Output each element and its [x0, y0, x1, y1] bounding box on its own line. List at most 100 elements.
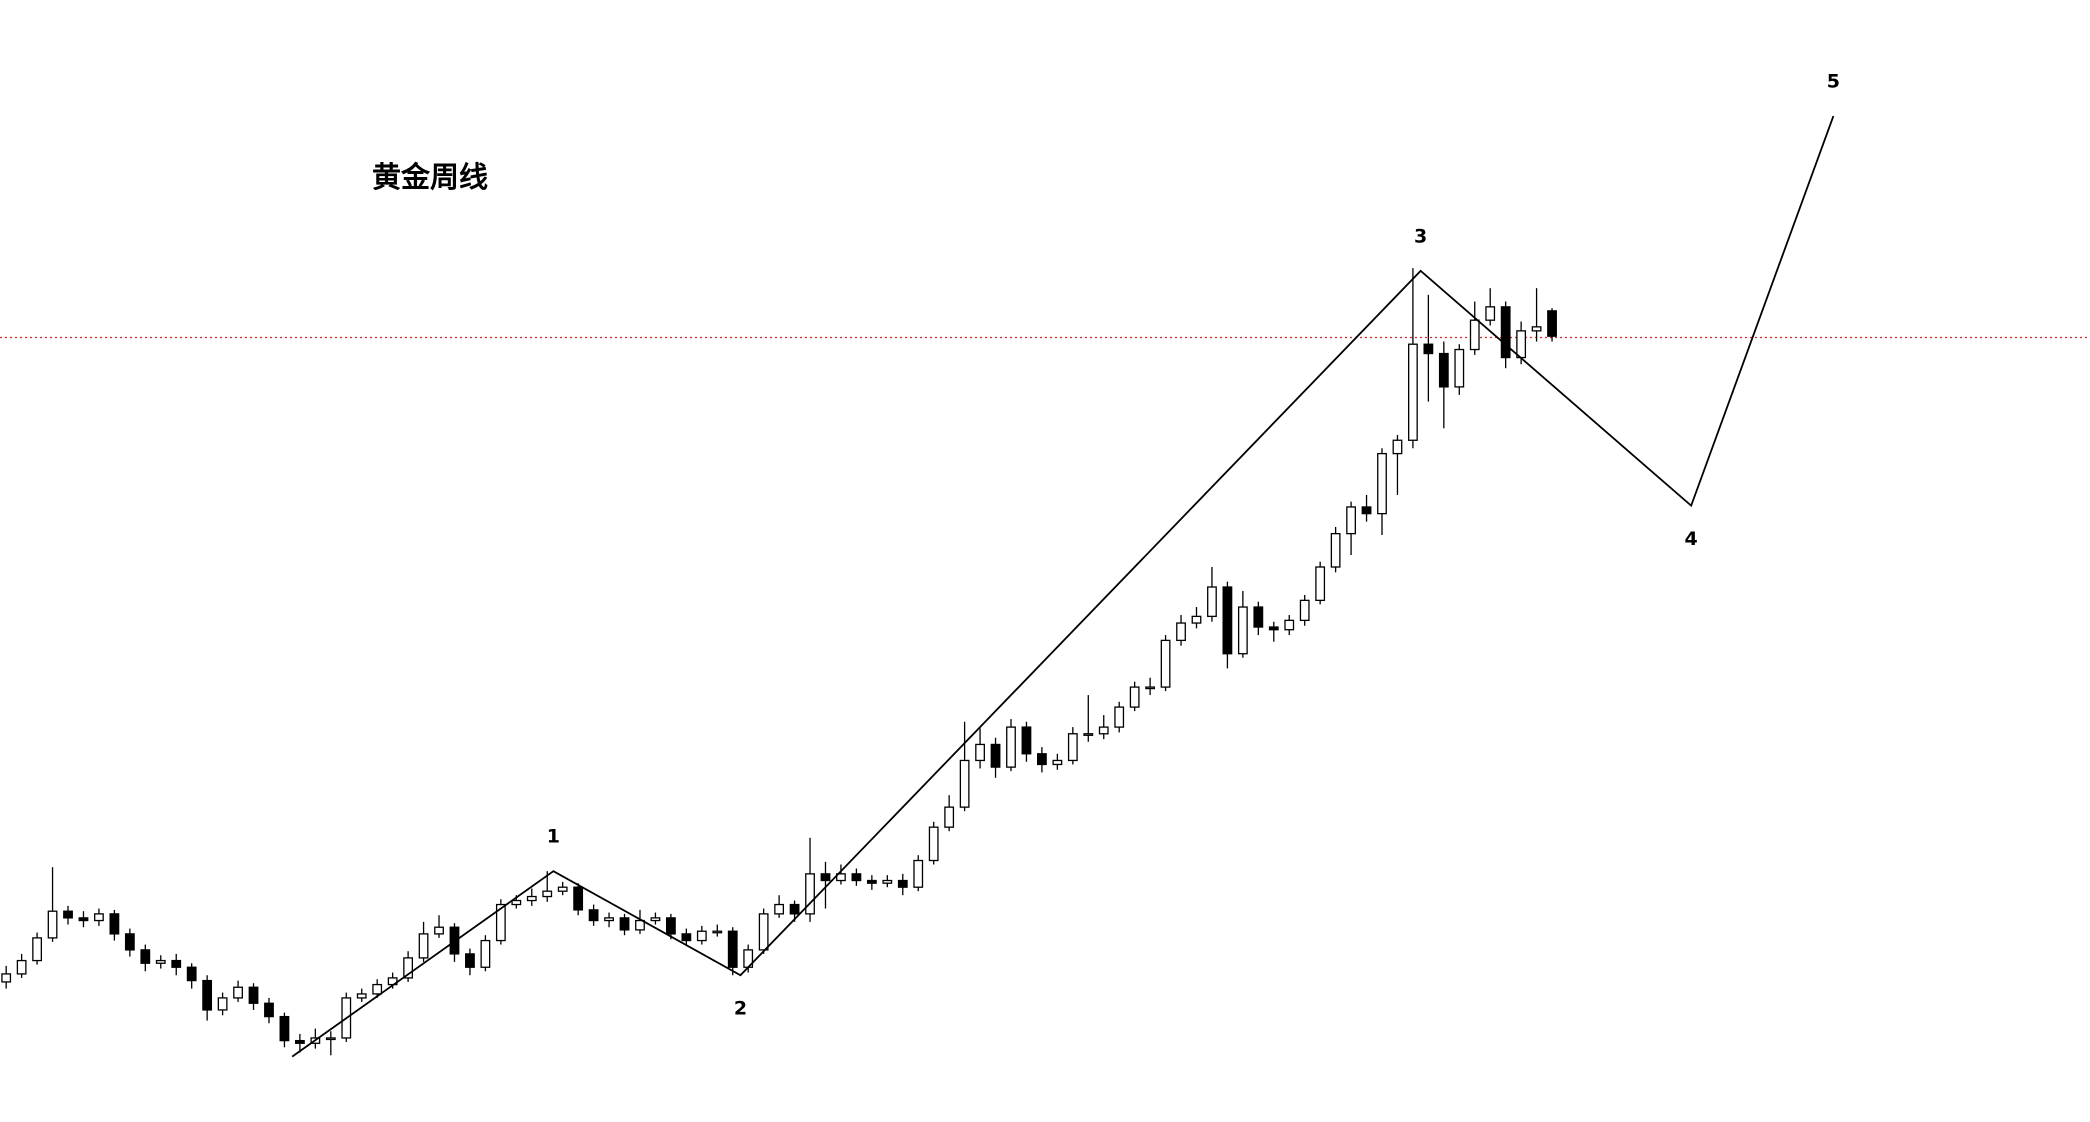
- candle-body: [1, 973, 12, 983]
- candle-body: [774, 903, 785, 915]
- candle-body: [758, 913, 769, 951]
- candle-body: [1284, 619, 1295, 631]
- candle-body: [959, 759, 970, 808]
- candle-body: [1330, 533, 1341, 568]
- candle-body: [1253, 606, 1264, 628]
- candle-body: [1021, 726, 1032, 755]
- candle-body: [1129, 686, 1140, 708]
- candle-body: [1176, 622, 1186, 642]
- candle-body: [1299, 599, 1310, 622]
- candle-body: [836, 873, 846, 882]
- candle-body: [1067, 733, 1078, 762]
- candle-body: [403, 957, 414, 979]
- candle-body: [1237, 606, 1248, 655]
- candle-body: [604, 917, 614, 922]
- candle-body: [1006, 726, 1016, 768]
- wave-label: 5: [1827, 71, 1840, 93]
- candle-body: [866, 879, 877, 884]
- candle-body: [712, 930, 723, 934]
- wave-label: 2: [734, 998, 747, 1020]
- candle-body: [1222, 586, 1233, 655]
- chart-title: 黄金周线: [372, 160, 488, 194]
- candle-body: [789, 903, 800, 915]
- candle-body: [1083, 733, 1094, 736]
- candle-body: [1454, 348, 1465, 388]
- candle-body: [635, 919, 645, 931]
- candle-body: [1408, 343, 1418, 441]
- candle-body: [511, 899, 522, 906]
- candle-body: [294, 1039, 305, 1044]
- candle-body: [465, 953, 475, 968]
- candle-body: [1114, 706, 1125, 728]
- candle-body: [171, 959, 182, 968]
- candle-body: [882, 879, 893, 884]
- candle-body: [32, 937, 43, 962]
- candle-body: [140, 949, 151, 964]
- candle-body: [588, 909, 599, 922]
- candle-body: [1315, 566, 1326, 602]
- candle-body: [264, 1002, 274, 1018]
- candle-body: [1485, 306, 1496, 321]
- candle-body: [805, 873, 815, 915]
- candle-body: [1207, 586, 1217, 618]
- candle-body: [975, 743, 985, 762]
- candle-body: [78, 917, 89, 922]
- candle-body: [94, 913, 104, 922]
- candle-body: [526, 895, 537, 902]
- candle-body: [928, 826, 939, 862]
- candle-body: [1037, 753, 1047, 766]
- candle-body: [1469, 319, 1480, 351]
- candle-body: [63, 910, 73, 919]
- candle-body: [480, 939, 491, 968]
- candle-body: [990, 743, 1001, 768]
- candle-body: [573, 886, 584, 911]
- candle-body: [1346, 506, 1356, 535]
- candle-body: [248, 986, 259, 1004]
- candle-body: [1098, 726, 1109, 735]
- candle-body: [109, 913, 120, 935]
- candle-body: [202, 979, 213, 1011]
- candle-body: [666, 917, 676, 935]
- candle-body: [650, 917, 661, 922]
- candle-body: [325, 1037, 336, 1041]
- candle-body: [1392, 439, 1403, 455]
- candle-body: [186, 966, 197, 982]
- candle-body: [1438, 352, 1449, 388]
- candle-body: [913, 859, 924, 888]
- candle-body: [557, 886, 568, 892]
- candle-body: [897, 879, 908, 888]
- candle-body: [16, 959, 27, 975]
- candle-body: [1191, 615, 1202, 624]
- candle-body: [851, 873, 862, 882]
- candle-body: [1377, 452, 1387, 515]
- candle-body: [542, 890, 553, 898]
- candle-body: [820, 873, 831, 882]
- candle-body: [434, 926, 444, 935]
- candle-body: [619, 917, 630, 931]
- candle-body: [1361, 506, 1372, 515]
- candle-body: [727, 930, 738, 968]
- candle-body: [1145, 686, 1156, 690]
- candle-body: [1547, 310, 1557, 337]
- wave-label: 3: [1414, 225, 1427, 247]
- candle-body: [418, 933, 429, 959]
- candle-body: [696, 930, 707, 942]
- candle-body: [1531, 326, 1542, 332]
- candle-body: [1052, 759, 1063, 766]
- candle-body: [279, 1015, 290, 1042]
- candle-body: [47, 910, 58, 939]
- candle-body: [217, 997, 228, 1011]
- candle-body: [155, 959, 166, 964]
- candle-body: [1516, 330, 1527, 359]
- wave-line: [291, 115, 1835, 1058]
- candle-body: [944, 806, 955, 828]
- wave-label: 4: [1685, 528, 1698, 550]
- candle-body: [495, 903, 506, 942]
- candle-body: [124, 933, 135, 951]
- candle-body: [1268, 626, 1279, 631]
- candle-body: [372, 983, 383, 995]
- candle-body: [356, 993, 367, 999]
- candle-body: [1423, 343, 1434, 355]
- wave-label: 1: [547, 826, 560, 848]
